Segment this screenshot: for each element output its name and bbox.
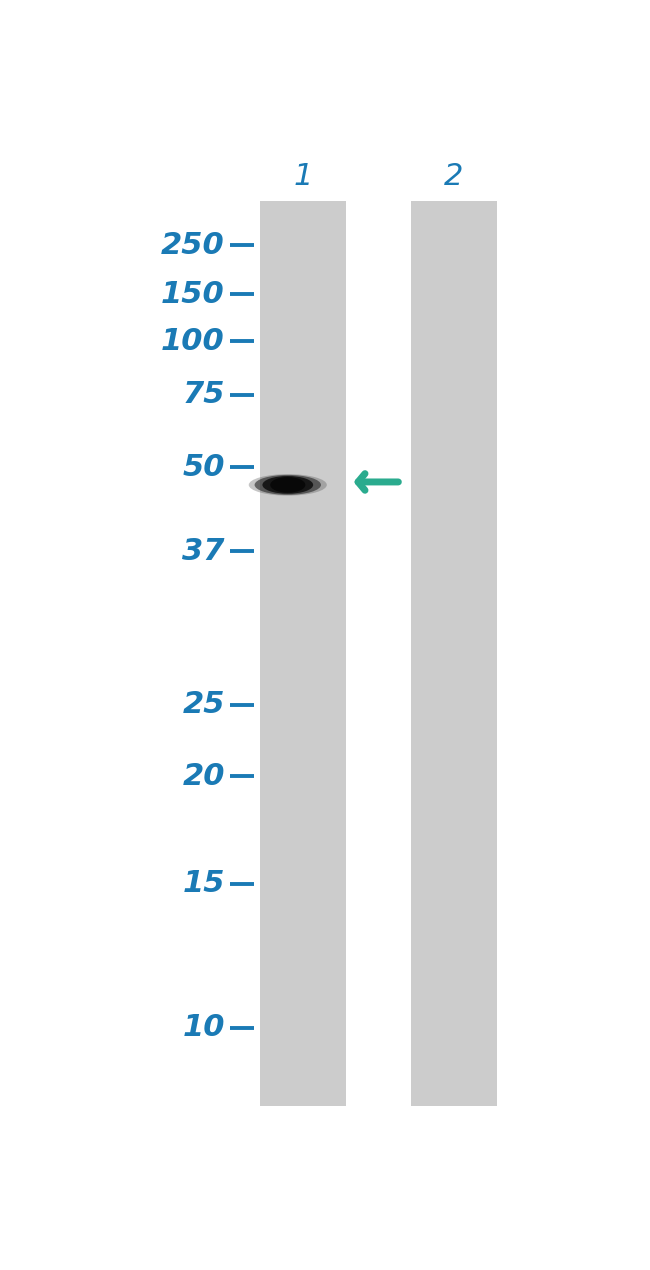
Text: 250: 250 [161, 231, 225, 260]
Text: 10: 10 [182, 1013, 225, 1043]
Text: 100: 100 [161, 326, 225, 356]
Ellipse shape [249, 474, 327, 495]
Text: 15: 15 [182, 870, 225, 898]
Text: 2: 2 [445, 163, 463, 192]
Ellipse shape [270, 478, 306, 493]
Text: 20: 20 [182, 762, 225, 791]
Text: 50: 50 [182, 453, 225, 481]
Text: 1: 1 [293, 163, 313, 192]
Ellipse shape [263, 476, 313, 494]
Text: 75: 75 [182, 381, 225, 409]
Text: 25: 25 [182, 691, 225, 719]
Ellipse shape [255, 475, 321, 495]
Bar [411, 202, 497, 1106]
Bar [260, 202, 346, 1106]
Text: 37: 37 [182, 537, 225, 566]
Text: 150: 150 [161, 279, 225, 309]
